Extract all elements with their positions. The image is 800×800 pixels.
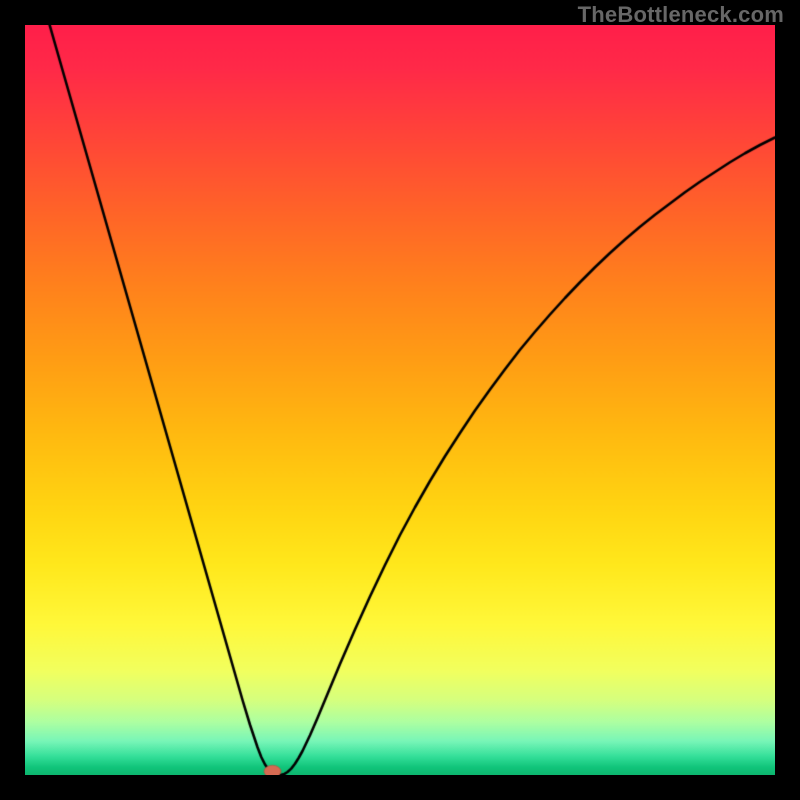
plot-area xyxy=(25,25,775,775)
watermark-label: TheBottleneck.com xyxy=(578,2,784,28)
chart-container: TheBottleneck.com xyxy=(0,0,800,800)
chart-canvas xyxy=(25,25,775,775)
